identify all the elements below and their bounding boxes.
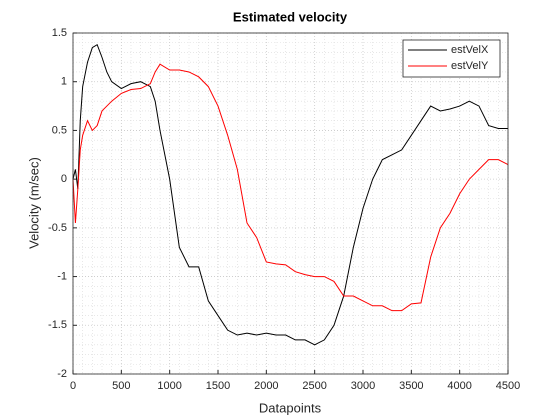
x-tick-label: 3500 [399, 380, 423, 392]
y-tick-label: -0.5 [48, 222, 67, 234]
axes-box [72, 32, 509, 375]
plot-area [73, 33, 508, 374]
x-tick-label: 2500 [302, 380, 326, 392]
x-tick-label: 4500 [496, 380, 520, 392]
y-tick-label: 0.5 [52, 124, 67, 136]
legend-label: estVelX [451, 44, 489, 56]
y-tick-label: 1.5 [52, 27, 67, 39]
y-tick-label: -2 [57, 368, 67, 380]
x-tick-label: 2000 [254, 380, 278, 392]
legend-label: estVelY [451, 60, 489, 72]
x-axis-label: Datapoints [259, 400, 322, 415]
x-tick-label: 3000 [351, 380, 375, 392]
x-tick-label: 1000 [157, 380, 181, 392]
y-tick-label: -1.5 [48, 319, 67, 331]
data-line [72, 63, 509, 312]
x-tick-label: 0 [70, 380, 76, 392]
y-axis-label: Velocity (m/sec) [26, 157, 41, 249]
legend-box [402, 39, 501, 78]
y-tick-label: -1 [57, 270, 67, 282]
y-tick-label: 1 [61, 76, 67, 88]
x-tick-label: 1500 [206, 380, 230, 392]
x-tick-label: 500 [112, 380, 130, 392]
y-tick-label: 0 [61, 173, 67, 185]
x-tick-label: 4000 [447, 380, 471, 392]
chart-title: Estimated velocity [233, 9, 348, 24]
data-line [72, 43, 508, 346]
